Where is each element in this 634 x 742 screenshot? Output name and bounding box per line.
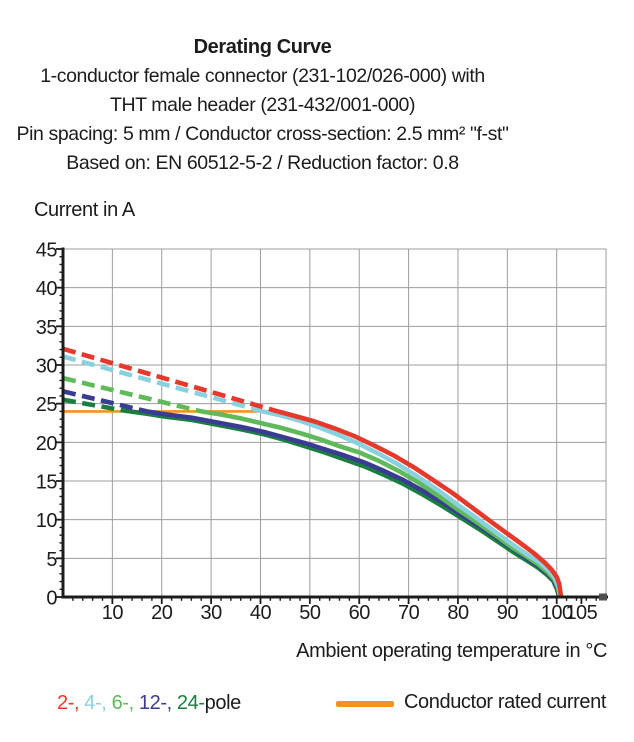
chart-subtitle-line-2: THT male header (231-432/001-000) xyxy=(109,94,416,116)
curve-2-pole-dashed xyxy=(62,346,279,414)
x-axis-end-cap xyxy=(599,593,607,601)
conductor-rated-current-label: Conductor rated current xyxy=(404,691,607,713)
curve-24-pole xyxy=(62,397,562,598)
chart-subtitle-line-3: Pin spacing: 5 mm / Conductor cross-sect… xyxy=(16,123,509,145)
pole-legend: 2-, 4-, 6-, 12-, 24-pole xyxy=(57,692,241,715)
x-tick-label-105: 105 xyxy=(565,602,597,624)
y-tick-label-10: 10 xyxy=(36,510,58,532)
curve-6-pole-dashed xyxy=(62,375,202,414)
x-tick-label-70: 70 xyxy=(398,602,420,624)
x-tick-label-50: 50 xyxy=(299,602,321,624)
x-axis-title: Ambient operating temperature in °C xyxy=(296,640,607,662)
curve-4-pole-dashed xyxy=(62,354,264,414)
curve-2-pole-solid xyxy=(277,409,564,598)
curve-24-pole-dashed xyxy=(62,397,130,414)
y-tick-label-30: 30 xyxy=(36,356,58,378)
x-tick-label-90: 90 xyxy=(497,602,519,624)
curve-4-pole-solid xyxy=(262,409,563,598)
x-tick-label-30: 30 xyxy=(200,602,222,624)
chart-title: Derating Curve xyxy=(193,36,332,58)
tick-labels: 0 5 10 15 20 25 30 35 40 45 10 20 30 40 50 60 70 80 90 1001… xyxy=(36,240,598,624)
y-tick-label-25: 25 xyxy=(36,394,58,416)
curve-6-pole-solid xyxy=(200,409,563,598)
x-tick-label-60: 60 xyxy=(349,602,371,624)
x-tick-label-10: 10 xyxy=(102,602,124,624)
pole-legend-items: 2-, 4-, 6-, 12-, 24- xyxy=(57,692,205,714)
curve-4-pole xyxy=(62,354,563,598)
y-axis-title: Current in A xyxy=(34,199,135,221)
chart-subtitle-line-1: 1-conductor female connector (231-102/02… xyxy=(40,65,485,87)
curve-12-pole-dashed xyxy=(62,389,148,414)
axis-ticks xyxy=(56,248,597,604)
conductor-rated-current-line-swatch xyxy=(336,701,394,707)
pole-legend-item-24-pole: 24- xyxy=(171,692,205,714)
x-tick-label-40: 40 xyxy=(250,602,272,624)
x-tick-label-20: 20 xyxy=(151,602,173,624)
pole-legend-item-2-pole: 2-, xyxy=(57,692,80,714)
y-tick-label-0: 0 xyxy=(46,588,57,610)
pole-legend-item-12-pole: 12-, xyxy=(133,692,172,714)
y-tick-label-5: 5 xyxy=(46,549,57,571)
y-tick-label-35: 35 xyxy=(36,317,58,339)
pole-legend-suffix: pole xyxy=(204,692,242,714)
y-tick-label-15: 15 xyxy=(36,472,58,494)
title-block: Derating Curve 1-conductor female connec… xyxy=(0,33,525,178)
chart-subtitle-line-4: Based on: EN 60512-5-2 / Reduction facto… xyxy=(66,152,459,174)
pole-legend-item-6-pole: 6-, xyxy=(106,692,135,714)
y-tick-label-40: 40 xyxy=(36,278,58,300)
pole-legend-item-4-pole: 4-, xyxy=(79,692,107,714)
y-tick-label-45: 45 xyxy=(36,240,58,262)
curve-6-pole xyxy=(62,375,563,598)
curve-2-pole xyxy=(62,346,564,598)
x-tick-label-80: 80 xyxy=(447,602,469,624)
x-tick-label-100: 100 xyxy=(541,602,573,624)
y-tick-label-20: 20 xyxy=(36,433,58,455)
